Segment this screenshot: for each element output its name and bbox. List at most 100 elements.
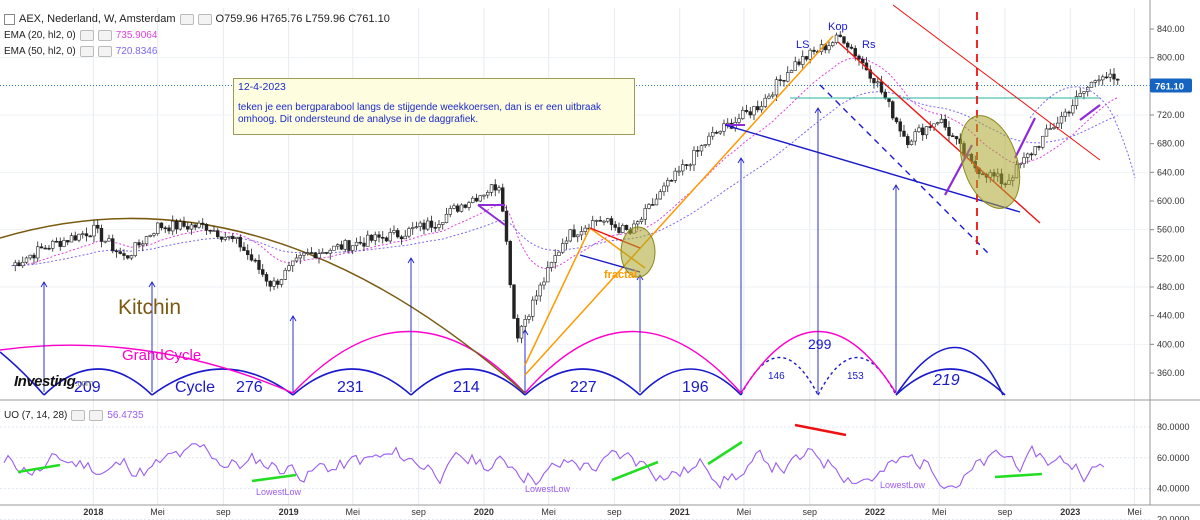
ema20-legend: EMA (20, hl2, 0) 735.9064 — [4, 30, 157, 41]
eye-icon[interactable] — [79, 30, 94, 41]
candle-body — [343, 240, 347, 250]
candle-body — [951, 135, 955, 137]
candle-body — [557, 251, 561, 256]
candle-body — [242, 246, 246, 251]
candle-body — [932, 123, 936, 128]
candle-body — [583, 227, 587, 232]
candle-body — [347, 240, 351, 251]
candle-body — [92, 224, 96, 237]
candle-body — [253, 259, 257, 262]
candles — [13, 31, 1120, 344]
candle-body — [879, 81, 884, 93]
candle-body — [279, 279, 284, 285]
candle-body — [1063, 111, 1067, 117]
settings-icon[interactable] — [89, 410, 104, 421]
uo-tick-label: 40.0000 — [1157, 484, 1190, 494]
candle-body — [662, 185, 666, 193]
cycle-arrow-head — [148, 281, 156, 288]
symbol-title: AEX, Nederland, W, Amsterdam — [19, 13, 176, 25]
candle-body — [546, 267, 550, 283]
candle-body — [1097, 79, 1101, 82]
eye-icon[interactable] — [179, 13, 194, 25]
candle-body — [429, 220, 434, 228]
settings-icon[interactable] — [197, 13, 212, 25]
candle-body — [538, 284, 542, 297]
candle-body — [399, 236, 404, 240]
x-tick-label: sep — [802, 507, 817, 517]
candle-body — [1029, 153, 1034, 156]
candle-body — [1071, 105, 1075, 114]
candle-body — [208, 229, 212, 232]
label-lowestlow: LowestLow — [880, 480, 926, 490]
candle-body — [658, 191, 662, 200]
candle-body — [309, 252, 314, 254]
candle-body — [96, 224, 100, 229]
candle-body — [936, 122, 940, 125]
settings-icon[interactable] — [97, 30, 112, 41]
candle-body — [1082, 91, 1086, 94]
uo-divergence-line — [17, 463, 61, 474]
candle-body — [227, 235, 231, 238]
candle-body — [66, 240, 70, 243]
y-tick-label: 840.00 — [1157, 24, 1185, 34]
candle-body — [478, 195, 482, 202]
candle-body — [684, 164, 689, 166]
trend-drawings — [0, 4, 1150, 376]
candle-body — [1116, 78, 1120, 81]
candle-body — [527, 316, 531, 320]
candle-body — [516, 318, 520, 339]
label-cycle-number: 299 — [808, 336, 832, 352]
x-tick-label: 2019 — [279, 507, 299, 517]
kitchin-arc — [0, 217, 526, 394]
candle-body — [392, 230, 396, 233]
candle-body — [369, 234, 374, 241]
candle-body — [1041, 135, 1045, 148]
candle-body — [617, 227, 621, 233]
annotation-note: 12-4-2023 teken je een bergparabool lang… — [233, 78, 635, 135]
x-tick-label: Mei — [737, 507, 752, 517]
candle-body — [246, 250, 250, 255]
candle-body — [872, 78, 876, 84]
label-cycle-number: 219 — [932, 372, 960, 389]
candle-body — [384, 237, 389, 242]
candle-body — [681, 164, 685, 172]
cycle-arc — [151, 368, 294, 396]
candle-body — [249, 254, 254, 261]
candle-body — [643, 208, 647, 220]
eye-icon[interactable] — [71, 410, 86, 421]
candle-body — [294, 257, 299, 262]
grandcycle-arc — [0, 344, 294, 394]
cycle-arc — [639, 368, 742, 396]
candle-body — [482, 194, 486, 197]
candle-body — [576, 234, 580, 238]
x-tick-label: Mei — [346, 507, 361, 517]
candle-body — [654, 198, 659, 206]
candle-body — [572, 229, 576, 238]
chart-texts: Kop LS Rs fractal Kitchin GrandCycle Cycle 209 2… — [74, 21, 1192, 497]
orange-trendline — [524, 227, 591, 366]
candle-body — [36, 246, 40, 259]
candle-body — [722, 123, 726, 132]
candle-body — [913, 131, 917, 142]
ema50-legend: EMA (50, hl2, 0) 720.8346 — [4, 46, 157, 57]
candle-body — [84, 233, 89, 237]
candle-body — [471, 197, 475, 203]
settings-icon[interactable] — [97, 46, 112, 57]
cycle-arrow-head — [814, 107, 822, 114]
x-tick-label: 2023 — [1060, 507, 1080, 517]
uo-tick-label: 80.0000 — [1157, 422, 1190, 432]
candle-body — [553, 255, 557, 263]
purple-mark — [1014, 117, 1036, 159]
eye-icon[interactable] — [79, 46, 94, 57]
candle-body — [797, 61, 801, 65]
candle-body — [321, 252, 325, 254]
x-tick-label: Mei — [541, 507, 556, 517]
candle-body — [433, 227, 437, 229]
candle-body — [853, 48, 857, 57]
ema-lines — [11, 57, 1118, 270]
candle-body — [789, 70, 794, 73]
collapse-icon[interactable] — [4, 13, 15, 25]
label-lowestlow: LowestLow — [525, 484, 571, 494]
candle-body — [737, 118, 741, 123]
candle-body — [673, 170, 677, 181]
